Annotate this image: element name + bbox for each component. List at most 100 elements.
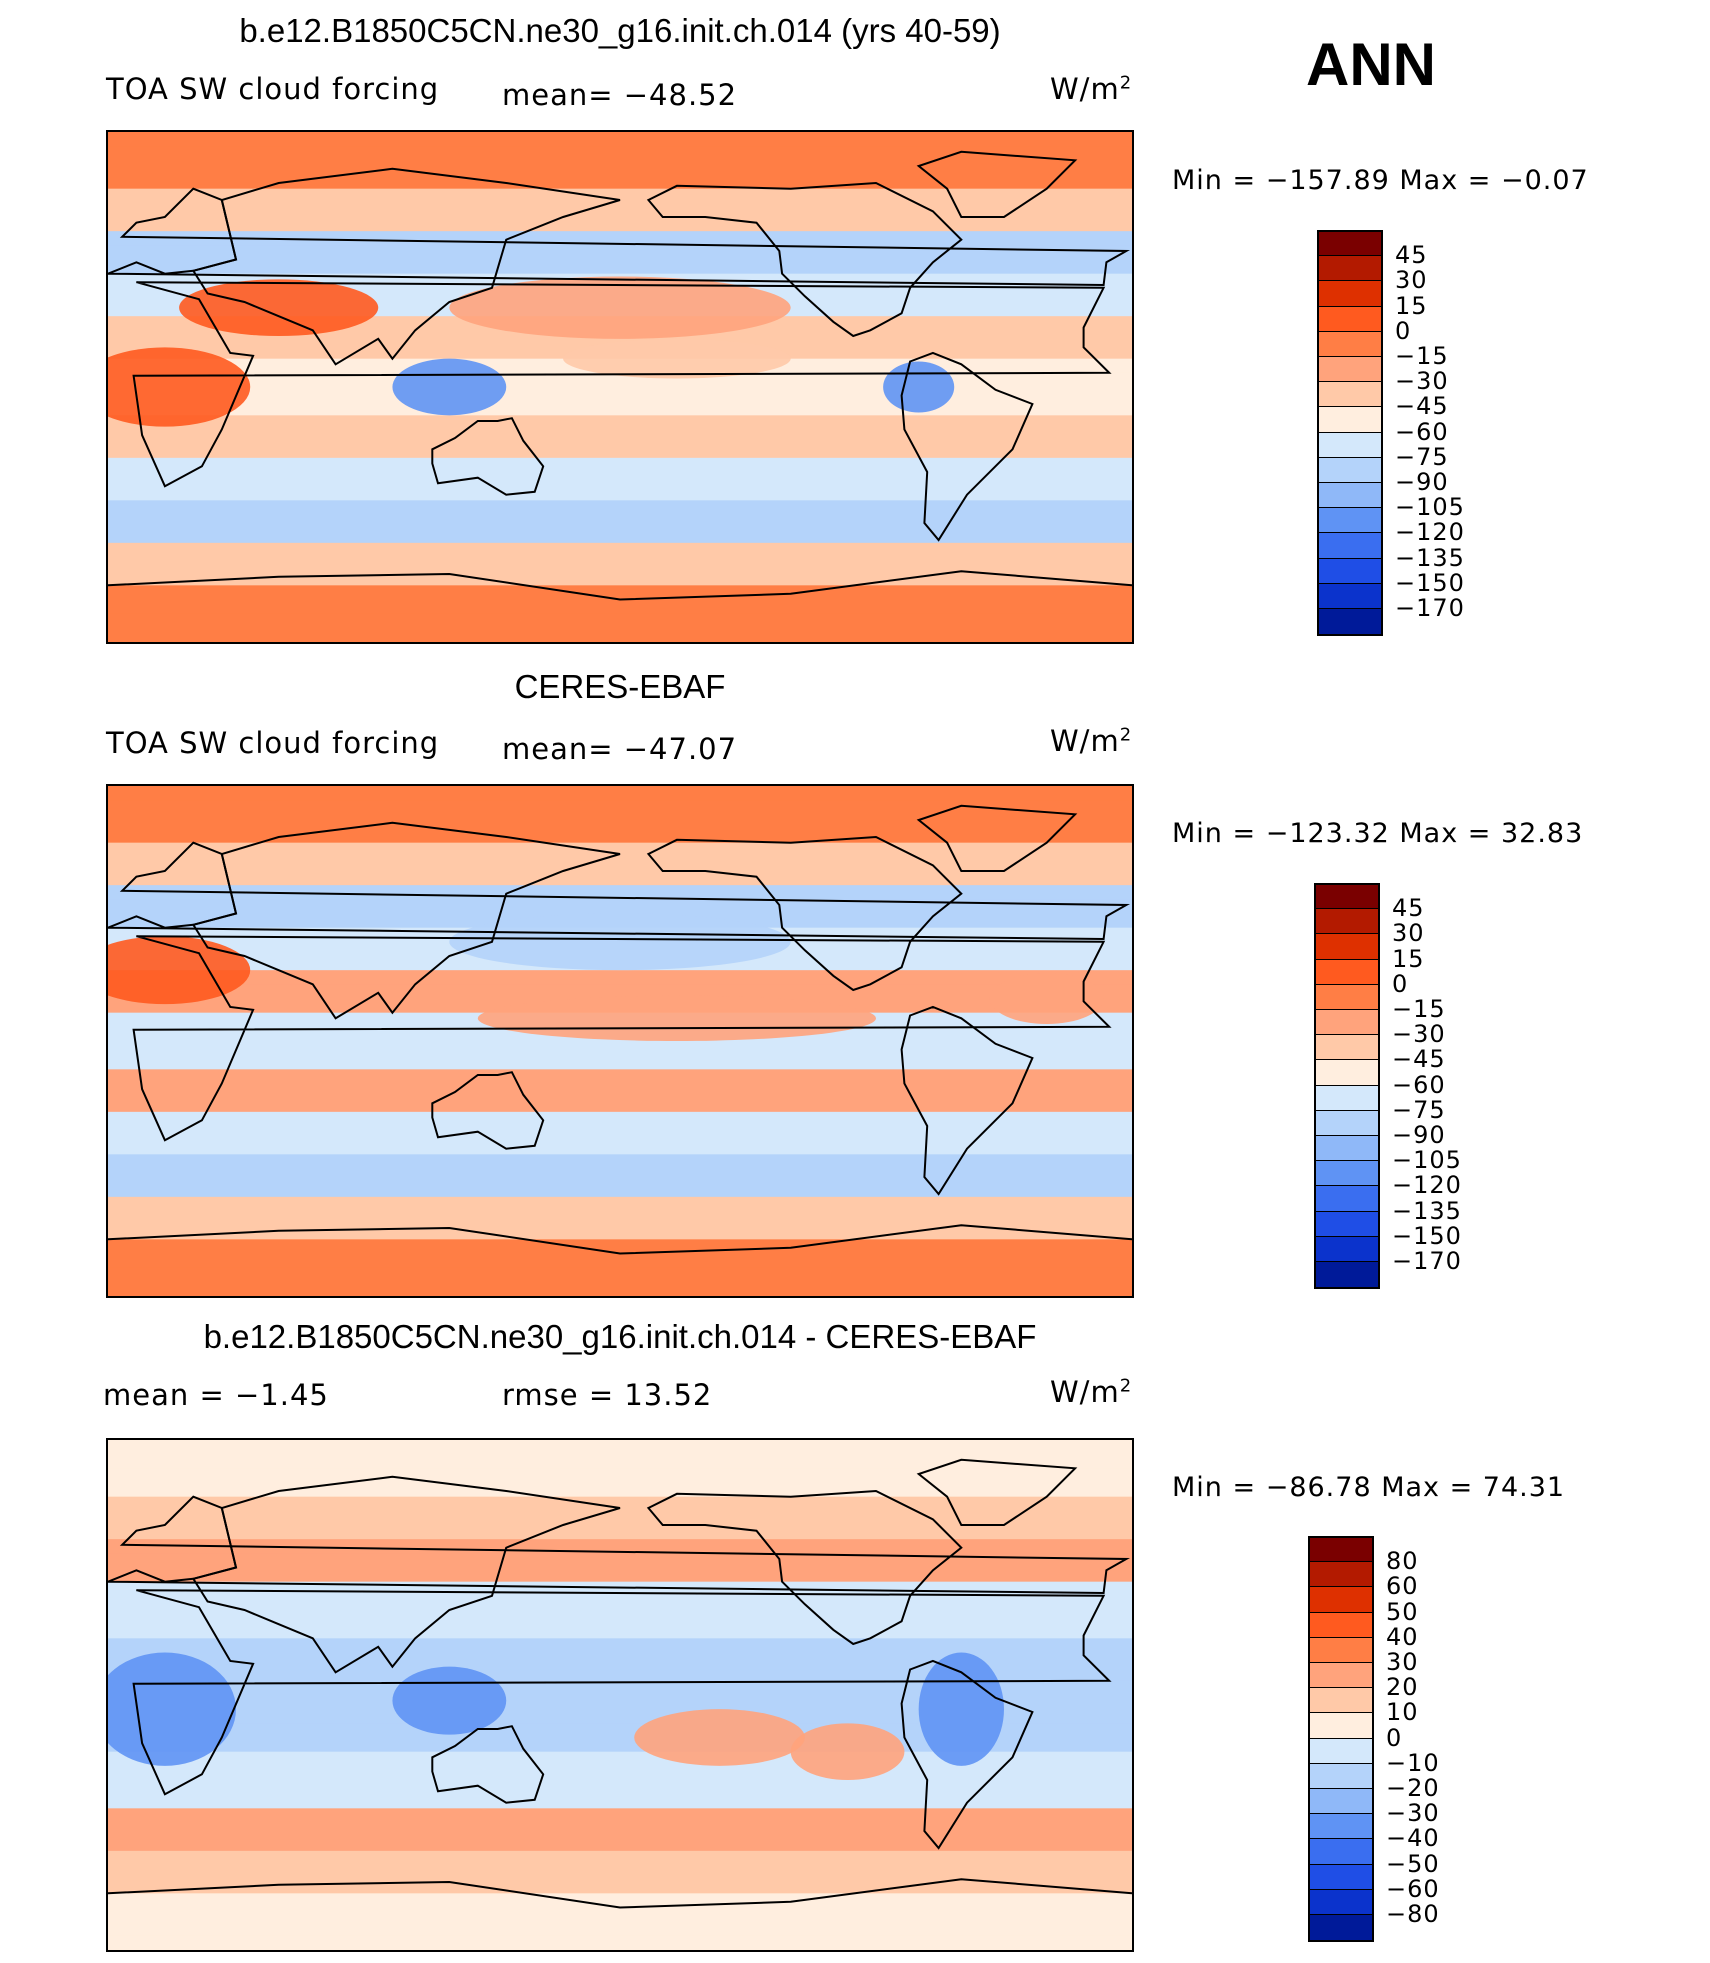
colorbar-swatch [1314,1235,1380,1262]
colorbar-swatch [1314,1160,1380,1187]
field-band [108,1836,1132,1852]
field-band [108,557,1132,572]
field-band [108,1709,1132,1724]
panel-1-map-svg [108,132,1132,642]
colorbar-swatch [1308,1662,1374,1688]
field-band [108,372,1132,388]
coastline [108,1224,1132,1255]
field-band [108,202,1132,218]
field-band [108,1069,1132,1085]
colorbar-label: −60 [1386,1874,1440,1903]
field-band [108,842,1132,858]
panel-3-rmse: rmse = 13.52 [502,1378,713,1412]
field-band [108,1211,1132,1226]
field-band [108,1140,1132,1155]
coastline [916,1458,1078,1526]
colorbar-label: −30 [1392,1020,1446,1049]
field-band [108,188,1132,204]
field-band [108,1083,1132,1099]
colorbar-swatch [1308,1687,1374,1714]
field-band [108,1525,1132,1540]
field-blob [883,361,955,413]
colorbar-swatch [1317,255,1383,282]
field-band [108,1239,1132,1255]
field-band [108,1154,1132,1170]
colorbar-label: −90 [1392,1121,1446,1149]
colorbar-label: −170 [1392,1247,1462,1275]
field-band [108,1482,1132,1498]
field-band [108,514,1132,530]
field-band [108,1440,1132,1455]
colorbar-swatch [1308,1863,1374,1890]
field-band [108,856,1132,872]
coastline [431,417,545,496]
colorbar-label: 30 [1395,266,1428,295]
colorbar-label: −10 [1386,1748,1440,1777]
field-band [108,1097,1132,1113]
coastline [646,835,963,992]
field-band [108,1794,1132,1809]
colorbar-swatch [1314,1185,1380,1212]
panel-2-map [106,784,1134,1298]
field-band [108,1921,1132,1937]
colorbar-label: −170 [1395,594,1465,622]
field-blob [108,1652,236,1766]
colorbar-label: −45 [1395,392,1449,421]
field-band [108,443,1132,459]
field-blob [563,338,791,379]
colorbar-swatch [1308,1712,1374,1739]
coastline [108,187,1130,287]
panel-1-units: W/m2 [1050,72,1133,106]
coastline [108,841,1130,941]
field-band [108,1253,1132,1269]
field-band [108,1765,1132,1781]
field-band [108,786,1132,801]
panel-3-title: b.e12.B1850C5CN.ne30_g16.init.ch.014 - C… [203,1318,1037,1355]
field-band [108,1850,1132,1866]
panel-3-units: W/m2 [1050,1375,1133,1409]
colorbar-swatch [1308,1611,1374,1638]
coastline [431,1071,545,1150]
field-band [108,627,1132,642]
field-band [108,231,1132,246]
colorbar-swatch [1317,557,1383,584]
field-band [108,1182,1132,1198]
field-band [108,1468,1132,1484]
colorbar-swatch [1314,1059,1380,1086]
colorbar-label: −50 [1386,1849,1440,1878]
field-band [108,984,1132,1000]
field-band [108,415,1132,431]
colorbar-swatch [1317,608,1383,636]
field-band [108,259,1132,275]
coastline [900,351,1034,542]
colorbar-label: −15 [1392,995,1446,1023]
coastline [132,1589,1112,1796]
colorbar-swatch [1308,1788,1374,1814]
field-band [108,132,1132,147]
coastline [900,1005,1034,1196]
colorbar-swatch [1317,305,1383,332]
colorbar-swatch [1317,482,1383,508]
colorbar-label: −105 [1392,1146,1462,1175]
colorbar-swatch [1317,406,1383,433]
colorbar-label: 0 [1392,969,1409,998]
colorbar-swatch [1308,1737,1374,1764]
field-band [108,1041,1132,1056]
colorbar-label: −75 [1392,1095,1446,1124]
field-band [108,472,1132,487]
field-band [108,814,1132,830]
field-band [108,1907,1132,1923]
colorbar-swatch [1317,456,1383,483]
colorbar-swatch [1314,1034,1380,1061]
field-band [108,1666,1132,1682]
colorbar-swatch [1317,356,1383,382]
colorbar-label: −120 [1392,1171,1462,1200]
field-band [108,1454,1132,1469]
panel-2-left-label: TOA SW cloud forcing [106,726,440,760]
colorbar-label: −60 [1392,1070,1446,1099]
field-band [108,457,1132,473]
field-band [108,1808,1132,1824]
coastline [916,804,1078,872]
field-band [108,1281,1132,1296]
panel-3-map-svg [108,1440,1132,1950]
